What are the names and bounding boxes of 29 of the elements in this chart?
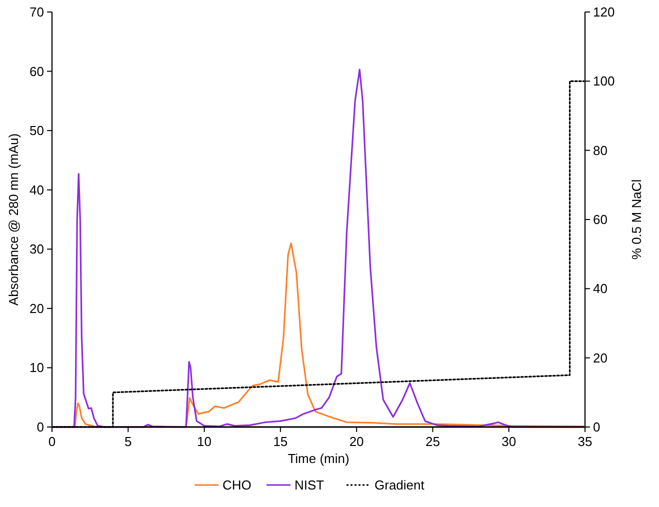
y-tick-label: 20	[30, 300, 44, 316]
y-tick-label: 10	[30, 360, 44, 376]
x-tick-label: 5	[124, 434, 132, 449]
legend-label: CHO	[222, 478, 252, 492]
x-tick-label: 35	[578, 434, 592, 449]
y2-axis-title: % 0.5 M NaCl	[629, 179, 644, 260]
x-tick-label: 25	[425, 434, 440, 449]
legend-label: NIST	[294, 478, 324, 492]
y-tick-label: 60	[30, 64, 44, 79]
y2-tick-label: 100	[593, 74, 615, 89]
y2-tick-label: 40	[593, 281, 608, 296]
y2-tick-label: 60	[593, 212, 608, 227]
x-tick-label: 10	[197, 434, 212, 449]
y2-tick-label: 20	[593, 350, 608, 366]
y2-tick-label: 120	[593, 4, 615, 20]
y2-tick-label: 80	[593, 142, 608, 158]
x-tick-label: 30	[502, 434, 516, 449]
y-tick-label: 40	[30, 182, 44, 198]
y-tick-label: 50	[30, 123, 44, 138]
x-tick-label: 0	[48, 434, 56, 449]
legend-label: Gradient	[374, 478, 425, 492]
x-axis-title: Time (min)	[288, 451, 350, 466]
x-tick-label: 15	[273, 434, 288, 449]
y-tick-label: 30	[30, 242, 44, 257]
y-tick-label: 70	[30, 4, 44, 20]
x-tick-label: 20	[349, 434, 364, 449]
y-tick-label: 0	[36, 420, 44, 434]
y-axis-title: Absorbance @ 280 mn (mAu)	[6, 133, 21, 306]
y2-tick-label: 0	[593, 420, 600, 434]
